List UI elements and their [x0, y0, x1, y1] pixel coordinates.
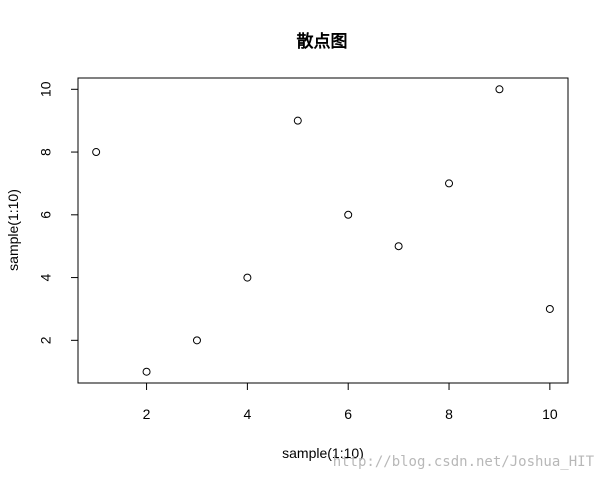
- y-axis: 2 4 6 8 10: [38, 81, 78, 344]
- scatter-point: [545, 304, 554, 313]
- x-tick-label: 2: [143, 406, 151, 422]
- scatter-point: [394, 242, 403, 251]
- points-layer: [92, 85, 554, 376]
- scatter-point: [293, 116, 302, 125]
- scatter-point: [142, 367, 151, 376]
- x-tick-label: 10: [542, 406, 558, 422]
- y-tick-label: 2: [38, 336, 54, 344]
- scatter-point: [495, 85, 504, 94]
- x-tick-label: 6: [344, 406, 352, 422]
- x-axis: 2 4 6 8 10: [143, 383, 558, 422]
- scatter-point: [243, 273, 252, 282]
- plot-frame: [77, 77, 569, 384]
- chart-title: 散点图: [297, 31, 348, 52]
- x-axis-label: sample(1:10): [282, 445, 364, 461]
- y-tick-label: 4: [38, 273, 54, 281]
- x-tick-label: 8: [445, 406, 453, 422]
- scatter-point: [344, 210, 353, 219]
- scatter-point: [445, 179, 454, 188]
- scatter-point: [92, 148, 101, 157]
- y-tick-label: 10: [38, 81, 54, 97]
- y-axis-label: sample(1:10): [5, 189, 21, 271]
- x-tick-label: 4: [243, 406, 251, 422]
- watermark-text: http://blog.csdn.net/Joshua_HIT: [333, 454, 595, 470]
- y-tick-label: 8: [38, 148, 54, 156]
- y-tick-label: 6: [38, 211, 54, 219]
- scatter-point: [192, 336, 201, 345]
